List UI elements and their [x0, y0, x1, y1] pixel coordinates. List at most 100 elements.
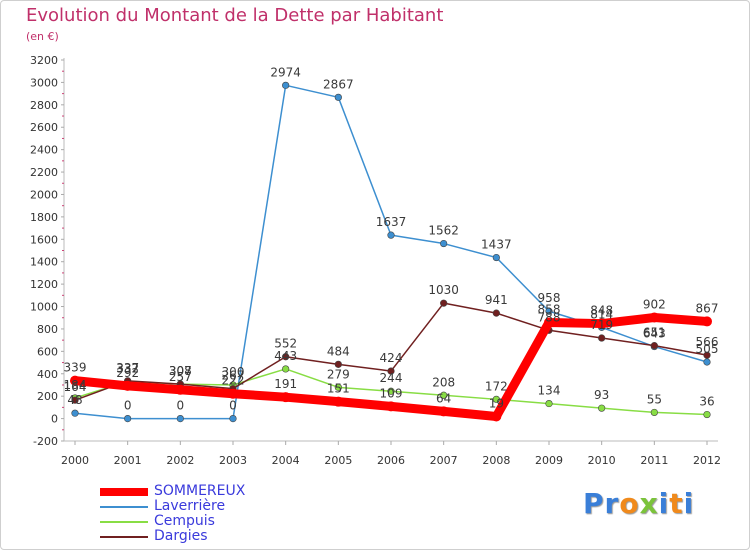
- y-tick-label: 800: [37, 323, 58, 336]
- data-point-sommereux: [175, 384, 186, 395]
- y-tick-label: 1000: [30, 301, 58, 314]
- data-point-cempuis: [282, 365, 290, 373]
- data-point-sommereux: [702, 316, 712, 327]
- logo-letter: i: [658, 487, 670, 520]
- data-label-dargies: 552: [274, 337, 297, 351]
- data-point-dargies: [703, 351, 711, 359]
- data-label-sommereux: 902: [643, 298, 666, 312]
- data-point-laverriere: [492, 253, 500, 262]
- data-label-cempuis: 172: [485, 379, 508, 393]
- data-point-sommereux: [333, 396, 344, 407]
- data-label-dargies: 164: [64, 380, 87, 394]
- y-tick-label: 400: [37, 368, 58, 381]
- y-tick-label: 1800: [30, 211, 58, 224]
- data-label-sommereux: 292: [116, 366, 139, 380]
- logo-letter: r: [604, 487, 620, 520]
- data-point-laverriere: [124, 414, 132, 423]
- data-point-laverriere: [334, 93, 342, 101]
- data-point-dargies: [71, 396, 79, 404]
- data-label-sommereux: 222: [222, 374, 245, 388]
- data-label-cempuis: 443: [274, 349, 297, 363]
- data-point-cempuis: [387, 387, 395, 395]
- x-tick-label: 2005: [324, 454, 352, 467]
- x-tick-label: 2009: [535, 454, 563, 467]
- y-tick-label: 2200: [30, 166, 58, 179]
- data-label-cempuis: 244: [380, 371, 403, 385]
- data-point-sommereux: [70, 375, 80, 386]
- legend-label-cempuis: Cempuis: [154, 513, 215, 529]
- data-label-laverriere: 0: [177, 399, 185, 413]
- data-point-cempuis: [440, 391, 448, 399]
- data-point-dargies: [598, 334, 606, 342]
- data-label-dargies: 308: [169, 364, 192, 378]
- data-label-sommereux: 19: [489, 396, 504, 410]
- y-tick-label: 3000: [30, 76, 58, 89]
- y-tick-label: 1600: [30, 233, 58, 246]
- data-point-laverriere: [71, 409, 79, 417]
- data-label-laverriere: 814: [590, 307, 613, 321]
- logo-letter: x: [639, 487, 659, 520]
- data-label-laverriere: 1637: [376, 215, 407, 229]
- data-label-laverriere: 643: [643, 327, 666, 341]
- data-label-dargies: 484: [327, 344, 350, 358]
- data-label-dargies: 788: [538, 310, 561, 324]
- y-tick-label: 600: [37, 345, 58, 358]
- legend-swatch-cempuis: [100, 521, 148, 523]
- data-point-laverriere: [703, 358, 711, 366]
- data-label-cempuis: 184: [64, 378, 87, 392]
- legend-label-sommereux: SOMMEREUX: [154, 483, 246, 499]
- data-label-dargies: 651: [643, 326, 666, 340]
- data-label-cempuis: 36: [699, 395, 714, 409]
- data-point-cempuis: [703, 410, 711, 419]
- data-label-laverriere: 1437: [481, 238, 512, 252]
- data-point-sommereux: [649, 312, 660, 323]
- legend-swatch-laverriere: [100, 506, 148, 508]
- x-tick-label: 2000: [61, 454, 89, 467]
- data-point-cempuis: [492, 395, 500, 403]
- y-tick-label: 2000: [30, 188, 58, 201]
- data-point-dargies: [650, 342, 658, 350]
- data-point-cempuis: [334, 383, 342, 391]
- x-tick-label: 2001: [114, 454, 142, 467]
- y-tick-label: 3200: [30, 54, 58, 67]
- data-label-dargies: 719: [590, 318, 613, 332]
- data-label-laverriere: 0: [124, 399, 132, 413]
- data-label-laverriere: 0: [229, 399, 237, 413]
- data-label-laverriere: 958: [538, 291, 561, 305]
- y-tick-label: 1400: [30, 256, 58, 269]
- data-point-laverriere: [176, 414, 184, 423]
- x-tick-label: 2002: [166, 454, 194, 467]
- data-point-laverriere: [282, 81, 290, 89]
- data-point-laverriere: [387, 231, 395, 239]
- data-label-sommereux: 257: [169, 370, 192, 384]
- data-label-dargies: 424: [380, 351, 403, 365]
- data-label-cempuis: 134: [538, 384, 561, 398]
- data-label-dargies: 337: [116, 361, 139, 375]
- data-point-dargies: [387, 367, 395, 375]
- data-point-sommereux: [596, 318, 607, 329]
- logo-letter: t: [669, 487, 684, 520]
- x-tick-label: 2008: [482, 454, 510, 467]
- data-label-laverriere: 2974: [270, 65, 301, 79]
- data-label-cempuis: 208: [432, 375, 455, 389]
- data-point-cempuis: [650, 408, 658, 417]
- data-label-sommereux: 191: [274, 377, 297, 391]
- data-point-cempuis: [545, 399, 553, 408]
- data-label-sommereux: 867: [696, 301, 719, 315]
- data-label-laverriere: 2867: [323, 77, 354, 91]
- x-tick-label: 2010: [588, 454, 616, 467]
- data-label-laverriere: 1562: [428, 224, 459, 238]
- data-point-laverriere: [440, 239, 448, 248]
- legend-swatch-sommereux: [100, 488, 148, 496]
- data-point-dargies: [334, 360, 342, 368]
- data-label-sommereux: 858: [538, 302, 561, 316]
- y-tick-label: -200: [33, 435, 58, 448]
- data-label-laverriere: 505: [696, 342, 719, 356]
- data-point-sommereux: [122, 380, 133, 391]
- data-point-laverriere: [229, 414, 237, 423]
- y-tick-label: 2600: [30, 121, 58, 134]
- data-label-dargies: 1030: [428, 283, 459, 297]
- data-label-sommereux: 339: [64, 361, 87, 375]
